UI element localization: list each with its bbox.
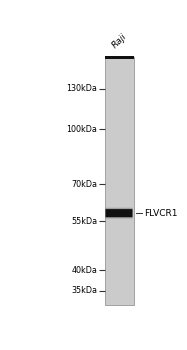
Text: 55kDa: 55kDa (71, 217, 97, 226)
Bar (105, 57, 134, 305)
Text: 35kDa: 35kDa (71, 286, 97, 295)
Text: Raji: Raji (110, 32, 128, 50)
Text: 70kDa: 70kDa (71, 180, 97, 189)
Bar (105, 56, 134, 59)
FancyBboxPatch shape (105, 208, 133, 218)
FancyBboxPatch shape (105, 209, 133, 217)
Text: 130kDa: 130kDa (66, 84, 97, 93)
Text: FLVCR1: FLVCR1 (144, 209, 177, 218)
Text: 100kDa: 100kDa (66, 125, 97, 134)
Text: 40kDa: 40kDa (71, 266, 97, 275)
